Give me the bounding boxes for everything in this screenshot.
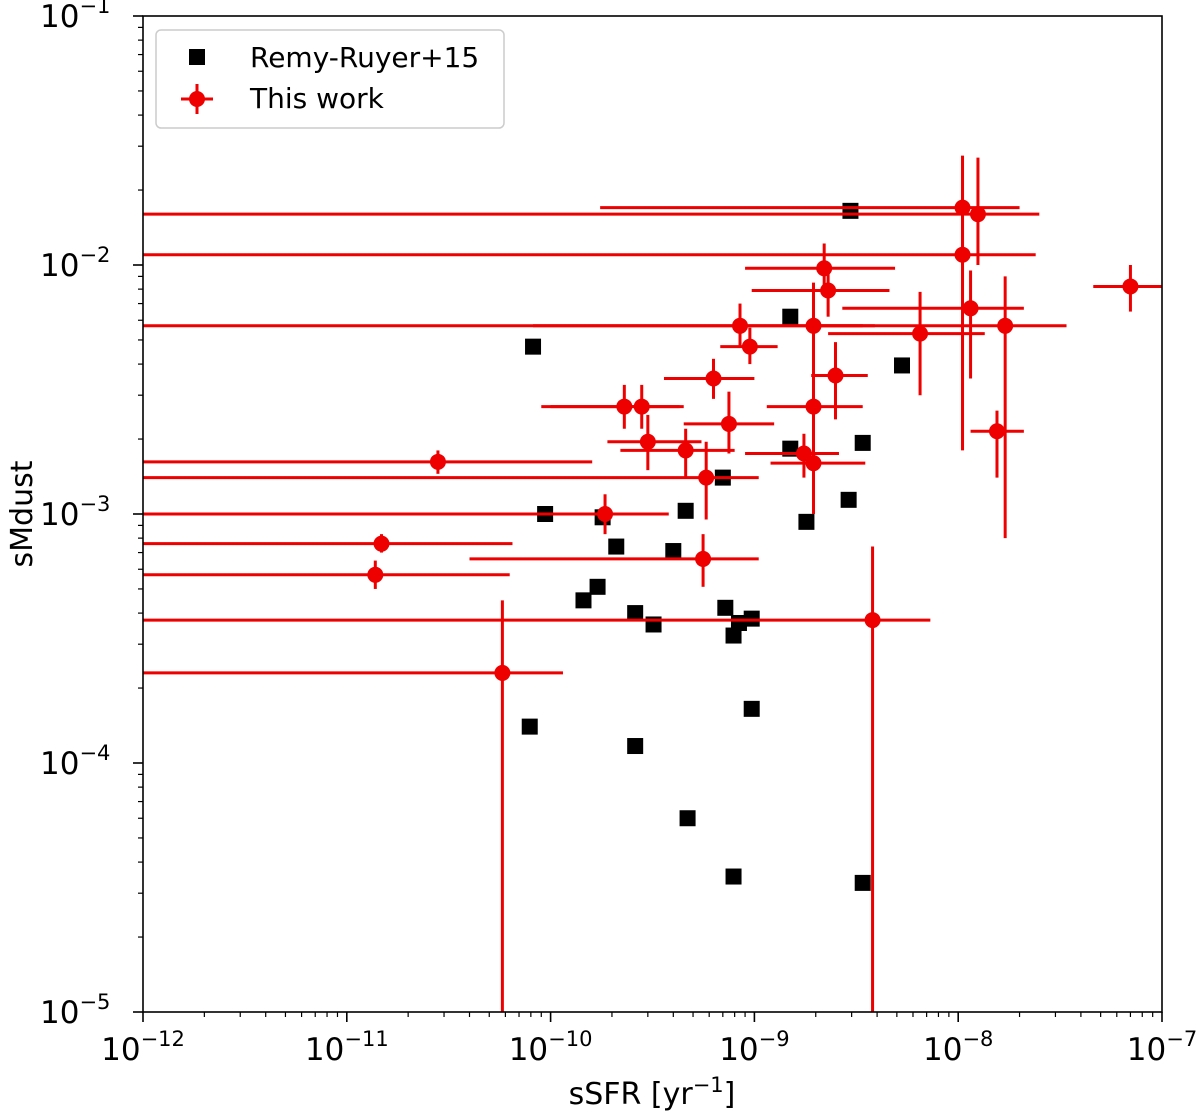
this-work-point-group bbox=[770, 439, 866, 514]
remy-ruyer-point bbox=[782, 308, 799, 325]
remy-ruyer-point bbox=[842, 202, 859, 219]
this-work-point bbox=[827, 367, 844, 384]
plot-frame bbox=[142, 15, 1163, 1013]
this-work-point-group bbox=[143, 190, 1036, 451]
this-work-point-group bbox=[143, 560, 510, 589]
this-work-point-group bbox=[143, 450, 593, 474]
remy-ruyer-point bbox=[725, 627, 742, 644]
this-work-point bbox=[805, 455, 822, 472]
this-work-point bbox=[954, 246, 971, 263]
this-work-point bbox=[1122, 278, 1139, 295]
this-work-point bbox=[820, 282, 837, 299]
tick-labels: 10−12 10−11 10−10 10−9 10−8 10−7 10−5 10−4 10−3 1… bbox=[40, 0, 1197, 1068]
remy-ruyer-point bbox=[521, 718, 538, 735]
y-tick-label: 10−5 bbox=[40, 990, 110, 1031]
y-tick-label: 10−1 bbox=[40, 0, 110, 35]
this-work-point bbox=[639, 433, 656, 450]
this-work-point bbox=[373, 535, 390, 552]
x-tick-label: 10−7 bbox=[1127, 1027, 1197, 1068]
x-tick-label: 10−9 bbox=[719, 1027, 789, 1068]
remy-ruyer-point bbox=[717, 599, 734, 616]
legend-label-this-work: This work bbox=[249, 82, 385, 115]
this-work-point-group bbox=[766, 378, 863, 440]
this-work-point bbox=[677, 442, 694, 459]
y-tick-label: 10−2 bbox=[40, 243, 110, 284]
this-work-point-group bbox=[751, 268, 890, 317]
remy-ruyer-point bbox=[798, 513, 815, 530]
remy-ruyer-point bbox=[627, 738, 644, 755]
this-work-point-group bbox=[143, 494, 669, 535]
this-work-point bbox=[816, 260, 833, 277]
this-work-point-group bbox=[143, 534, 513, 553]
legend-label-remy-ruyer: Remy-Ruyer+15 bbox=[250, 41, 479, 74]
axis-ticks bbox=[133, 15, 1163, 1022]
this-work-point-group bbox=[683, 391, 775, 454]
this-work-point bbox=[429, 453, 446, 470]
this-work-point bbox=[705, 370, 722, 387]
this-work-point-group bbox=[663, 358, 755, 399]
remy-ruyer-point bbox=[589, 578, 606, 595]
y-tick-label: 10−3 bbox=[40, 492, 110, 533]
remy-ruyer-point bbox=[854, 434, 871, 451]
this-work-point bbox=[997, 317, 1014, 334]
plot-area bbox=[143, 155, 1162, 1012]
this-work-point bbox=[597, 506, 614, 522]
x-tick-label: 10−10 bbox=[509, 1027, 593, 1068]
remy-ruyer-point bbox=[894, 357, 911, 374]
this-work-point bbox=[741, 338, 758, 355]
remy-ruyer-point bbox=[677, 502, 694, 519]
this-work-point-group bbox=[620, 428, 735, 478]
this-work-point bbox=[698, 469, 715, 486]
legend-box bbox=[155, 29, 505, 129]
this-work-point bbox=[367, 566, 384, 583]
this-work-point bbox=[633, 398, 650, 415]
remy-ruyer-point bbox=[743, 700, 760, 717]
x-tick-label: 10−11 bbox=[305, 1027, 389, 1068]
this-work-point-group bbox=[143, 546, 931, 1012]
this-work-point bbox=[494, 664, 511, 681]
x-tick-label: 10−8 bbox=[923, 1027, 993, 1068]
this-work-point bbox=[805, 398, 822, 415]
legend: Remy-Ruyer+15 This work bbox=[155, 29, 505, 129]
this-work-point bbox=[805, 317, 822, 334]
this-work-point-group bbox=[815, 276, 1067, 539]
this-work-point-group bbox=[143, 441, 759, 520]
y-axis-label: sMdust bbox=[5, 460, 40, 567]
this-work-point bbox=[912, 325, 929, 342]
x-tick-label: 10−12 bbox=[101, 1027, 185, 1068]
remy-ruyer-point bbox=[840, 491, 857, 508]
remy-ruyer-point bbox=[608, 538, 625, 555]
this-work-point bbox=[969, 206, 986, 223]
this-work-point-group bbox=[143, 600, 563, 1012]
remy-ruyer-point bbox=[854, 874, 871, 891]
x-axis-label: sSFR [yr−1] bbox=[569, 1073, 736, 1112]
remy-ruyer-point bbox=[575, 592, 592, 609]
this-work-point bbox=[962, 300, 979, 317]
this-work-point bbox=[988, 423, 1005, 440]
remy-ruyer-point bbox=[725, 868, 742, 885]
this-work-point-group bbox=[828, 291, 985, 396]
legend-marker-this-work bbox=[189, 91, 205, 107]
remy-ruyer-point bbox=[627, 605, 644, 622]
this-work-point-group bbox=[1093, 265, 1162, 312]
remy-ruyer-point bbox=[679, 810, 696, 827]
this-work-point bbox=[695, 550, 712, 567]
this-work-point-group bbox=[469, 534, 759, 587]
this-work-point bbox=[720, 415, 737, 432]
this-work-point-group bbox=[970, 410, 1024, 478]
remy-ruyer-point bbox=[525, 338, 542, 355]
this-work-point-group bbox=[143, 157, 1040, 265]
legend-marker-remy-ruyer bbox=[189, 49, 205, 65]
y-tick-label: 10−4 bbox=[40, 741, 110, 782]
this-work-point bbox=[864, 612, 881, 629]
this-work-point-group bbox=[720, 327, 778, 365]
remy-ruyer-point bbox=[665, 543, 682, 560]
this-work-point-group bbox=[550, 384, 680, 429]
